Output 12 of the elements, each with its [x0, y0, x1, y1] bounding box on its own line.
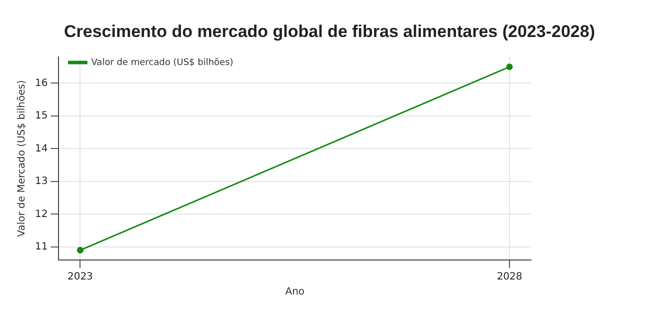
- x-tick-label: 2028: [496, 272, 522, 283]
- x-axis-title: Ano: [285, 286, 305, 298]
- y-tick-label: 15: [34, 110, 48, 122]
- legend-label: Valor de mercado (US$ bilhões): [91, 58, 234, 68]
- y-tick-label: 13: [34, 176, 48, 188]
- x-tick-label: 2023: [67, 272, 93, 283]
- y-axis-title: Valor de Mercado (US$ bilhões): [16, 80, 28, 237]
- y-tick-label: 11: [34, 241, 48, 252]
- y-tick-label: 12: [34, 208, 48, 220]
- chart-title: Crescimento do mercado global de fibras alimentares (2023-2028): [63, 21, 596, 43]
- y-tick-label: 16: [34, 78, 48, 89]
- y-tick-label: 14: [34, 143, 48, 154]
